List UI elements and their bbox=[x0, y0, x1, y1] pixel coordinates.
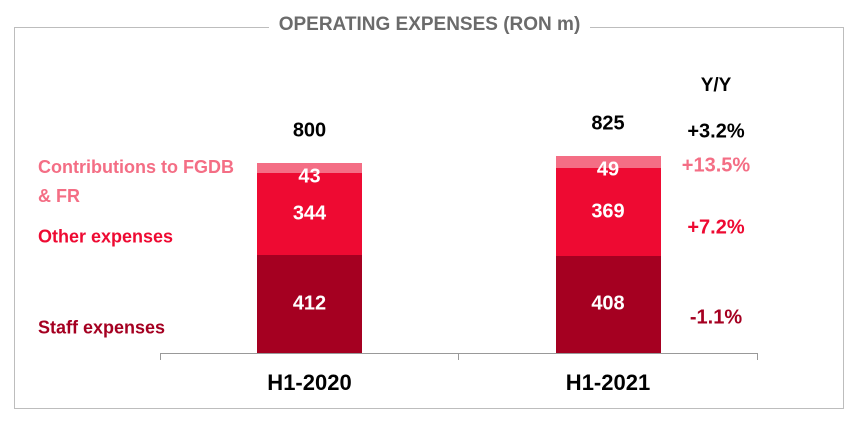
bar bbox=[555, 156, 661, 169]
yoy-total: +3.2% bbox=[687, 120, 745, 143]
total-label: 825 bbox=[591, 112, 625, 135]
chart-title: OPERATING EXPENSES (RON m) bbox=[268, 14, 591, 35]
data-label: 408 bbox=[591, 292, 625, 315]
total-label: 800 bbox=[292, 119, 327, 142]
yoy-label: +7.2% bbox=[687, 216, 745, 239]
data-label: 369 bbox=[591, 200, 625, 223]
axis-tick bbox=[160, 353, 161, 360]
data-label: 43 bbox=[298, 165, 321, 188]
data-label: 49 bbox=[596, 158, 620, 181]
bar bbox=[555, 255, 661, 353]
data-label: 344 bbox=[292, 202, 327, 225]
axis-tick bbox=[757, 353, 758, 360]
bar bbox=[257, 173, 362, 255]
yoy-label: +13.5% bbox=[681, 154, 751, 177]
legend-label: Contributions to FGDB & FR bbox=[38, 157, 234, 206]
yoy-label: -1.1% bbox=[689, 306, 743, 329]
title-wrap: OPERATING EXPENSES (RON m) bbox=[0, 14, 859, 36]
axis-tick bbox=[458, 353, 459, 360]
yoy-title: Y/Y bbox=[700, 75, 732, 96]
x-tick-label: H1-2020 bbox=[267, 370, 352, 395]
bar bbox=[555, 168, 661, 256]
bar bbox=[257, 254, 362, 353]
bar bbox=[257, 162, 362, 174]
legend-label: Other expenses bbox=[38, 226, 174, 247]
data-label: 412 bbox=[292, 292, 327, 315]
x-tick-label: H1-2021 bbox=[565, 370, 651, 395]
legend-label: Staff expenses bbox=[38, 317, 166, 338]
